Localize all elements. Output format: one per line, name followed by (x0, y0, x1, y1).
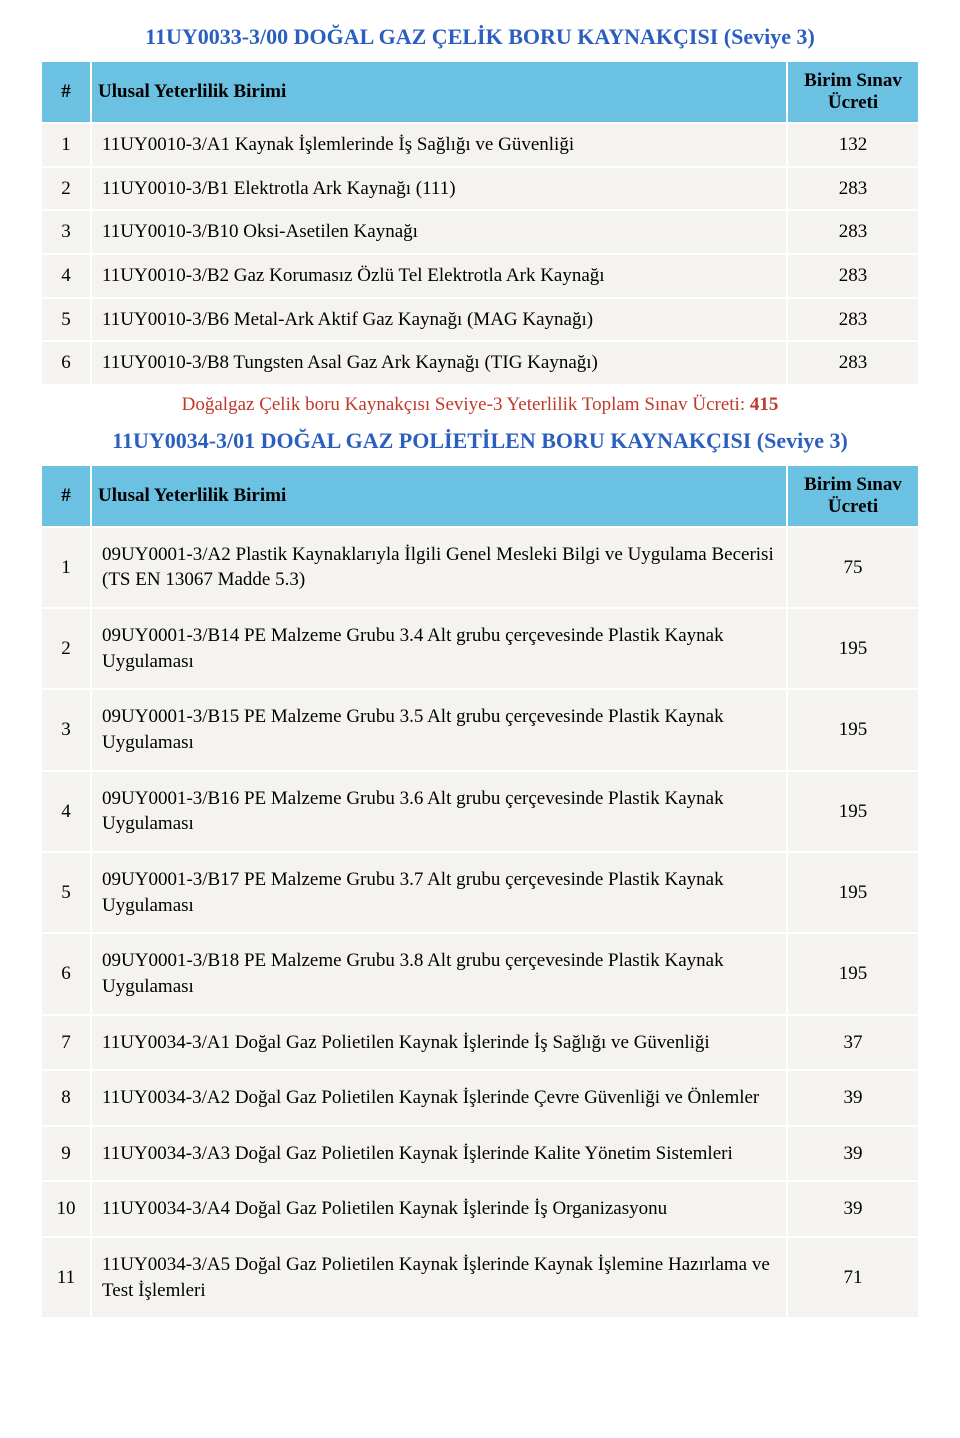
section-1-total: Doğalgaz Çelik boru Kaynakçısı Seviye-3 … (40, 394, 920, 416)
row-description: 11UY0010-3/B6 Metal-Ark Aktif Gaz Kaynağ… (92, 299, 786, 341)
row-number: 10 (42, 1182, 90, 1236)
row-number: 9 (42, 1127, 90, 1181)
table-row: 811UY0034-3/A2 Doğal Gaz Polietilen Kayn… (42, 1071, 918, 1125)
t2-col-fee-header: Birim Sınav Ücreti (788, 466, 918, 526)
row-description: 11UY0010-3/B8 Tungsten Asal Gaz Ark Kayn… (92, 342, 786, 384)
row-number: 5 (42, 853, 90, 932)
row-fee: 71 (788, 1238, 918, 1317)
row-description: 11UY0010-3/B2 Gaz Korumasız Özlü Tel Ele… (92, 255, 786, 297)
row-number: 3 (42, 690, 90, 769)
table-row: 309UY0001-3/B15 PE Malzeme Grubu 3.5 Alt… (42, 690, 918, 769)
t2-col-num-header: # (42, 466, 90, 526)
row-number: 7 (42, 1016, 90, 1070)
table-row: 111UY0010-3/A1 Kaynak İşlemlerinde İş Sa… (42, 124, 918, 166)
table-row: 411UY0010-3/B2 Gaz Korumasız Özlü Tel El… (42, 255, 918, 297)
row-number: 4 (42, 772, 90, 851)
row-number: 4 (42, 255, 90, 297)
table-row: 611UY0010-3/B8 Tungsten Asal Gaz Ark Kay… (42, 342, 918, 384)
row-number: 1 (42, 528, 90, 607)
row-number: 2 (42, 168, 90, 210)
total-label-1: Doğalgaz Çelik boru Kaynakçısı Seviye-3 … (182, 394, 750, 415)
table-row: 1011UY0034-3/A4 Doğal Gaz Polietilen Kay… (42, 1182, 918, 1236)
table-row: 211UY0010-3/B1 Elektrotla Ark Kaynağı (1… (42, 168, 918, 210)
row-fee: 283 (788, 299, 918, 341)
table-row: 209UY0001-3/B14 PE Malzeme Grubu 3.4 Alt… (42, 609, 918, 688)
row-fee: 195 (788, 609, 918, 688)
row-fee: 283 (788, 342, 918, 384)
row-number: 11 (42, 1238, 90, 1317)
row-number: 6 (42, 342, 90, 384)
row-fee: 75 (788, 528, 918, 607)
row-fee: 195 (788, 772, 918, 851)
row-number: 2 (42, 609, 90, 688)
table-row: 509UY0001-3/B17 PE Malzeme Grubu 3.7 Alt… (42, 853, 918, 932)
table-row: 1111UY0034-3/A5 Doğal Gaz Polietilen Kay… (42, 1238, 918, 1317)
row-description: 09UY0001-3/B16 PE Malzeme Grubu 3.6 Alt … (92, 772, 786, 851)
table-row: 109UY0001-3/A2 Plastik Kaynaklarıyla İlg… (42, 528, 918, 607)
row-number: 1 (42, 124, 90, 166)
row-description: 09UY0001-3/B17 PE Malzeme Grubu 3.7 Alt … (92, 853, 786, 932)
t1-col-num-header: # (42, 62, 90, 122)
row-fee: 195 (788, 853, 918, 932)
row-fee: 132 (788, 124, 918, 166)
table-row: 511UY0010-3/B6 Metal-Ark Aktif Gaz Kayna… (42, 299, 918, 341)
t1-col-desc-header: Ulusal Yeterlilik Birimi (92, 62, 786, 122)
row-number: 8 (42, 1071, 90, 1125)
table-row: 711UY0034-3/A1 Doğal Gaz Polietilen Kayn… (42, 1016, 918, 1070)
row-fee: 195 (788, 934, 918, 1013)
row-number: 3 (42, 211, 90, 253)
table-row: 311UY0010-3/B10 Oksi-Asetilen Kaynağı283 (42, 211, 918, 253)
row-description: 11UY0034-3/A3 Doğal Gaz Polietilen Kayna… (92, 1127, 786, 1181)
row-description: 11UY0010-3/B10 Oksi-Asetilen Kaynağı (92, 211, 786, 253)
total-value-1: 415 (750, 394, 779, 415)
row-fee: 39 (788, 1182, 918, 1236)
section-1-title: 11UY0033-3/00 DOĞAL GAZ ÇELİK BORU KAYNA… (40, 24, 920, 50)
t2-col-desc-header: Ulusal Yeterlilik Birimi (92, 466, 786, 526)
row-description: 09UY0001-3/B15 PE Malzeme Grubu 3.5 Alt … (92, 690, 786, 769)
table-2: # Ulusal Yeterlilik Birimi Birim Sınav Ü… (40, 464, 920, 1320)
row-description: 11UY0010-3/A1 Kaynak İşlemlerinde İş Sağ… (92, 124, 786, 166)
row-description: 11UY0034-3/A2 Doğal Gaz Polietilen Kayna… (92, 1071, 786, 1125)
row-number: 6 (42, 934, 90, 1013)
table-1: # Ulusal Yeterlilik Birimi Birim Sınav Ü… (40, 60, 920, 386)
row-description: 09UY0001-3/B14 PE Malzeme Grubu 3.4 Alt … (92, 609, 786, 688)
row-fee: 39 (788, 1127, 918, 1181)
row-description: 11UY0010-3/B1 Elektrotla Ark Kaynağı (11… (92, 168, 786, 210)
row-description: 09UY0001-3/B18 PE Malzeme Grubu 3.8 Alt … (92, 934, 786, 1013)
row-fee: 283 (788, 211, 918, 253)
table-row: 911UY0034-3/A3 Doğal Gaz Polietilen Kayn… (42, 1127, 918, 1181)
section-2-title: 11UY0034-3/01 DOĞAL GAZ POLİETİLEN BORU … (40, 428, 920, 454)
row-fee: 195 (788, 690, 918, 769)
table-row: 609UY0001-3/B18 PE Malzeme Grubu 3.8 Alt… (42, 934, 918, 1013)
t1-col-fee-header: Birim Sınav Ücreti (788, 62, 918, 122)
row-description: 09UY0001-3/A2 Plastik Kaynaklarıyla İlgi… (92, 528, 786, 607)
row-number: 5 (42, 299, 90, 341)
row-description: 11UY0034-3/A4 Doğal Gaz Polietilen Kayna… (92, 1182, 786, 1236)
row-description: 11UY0034-3/A1 Doğal Gaz Polietilen Kayna… (92, 1016, 786, 1070)
table-row: 409UY0001-3/B16 PE Malzeme Grubu 3.6 Alt… (42, 772, 918, 851)
row-description: 11UY0034-3/A5 Doğal Gaz Polietilen Kayna… (92, 1238, 786, 1317)
row-fee: 283 (788, 255, 918, 297)
row-fee: 283 (788, 168, 918, 210)
row-fee: 37 (788, 1016, 918, 1070)
row-fee: 39 (788, 1071, 918, 1125)
